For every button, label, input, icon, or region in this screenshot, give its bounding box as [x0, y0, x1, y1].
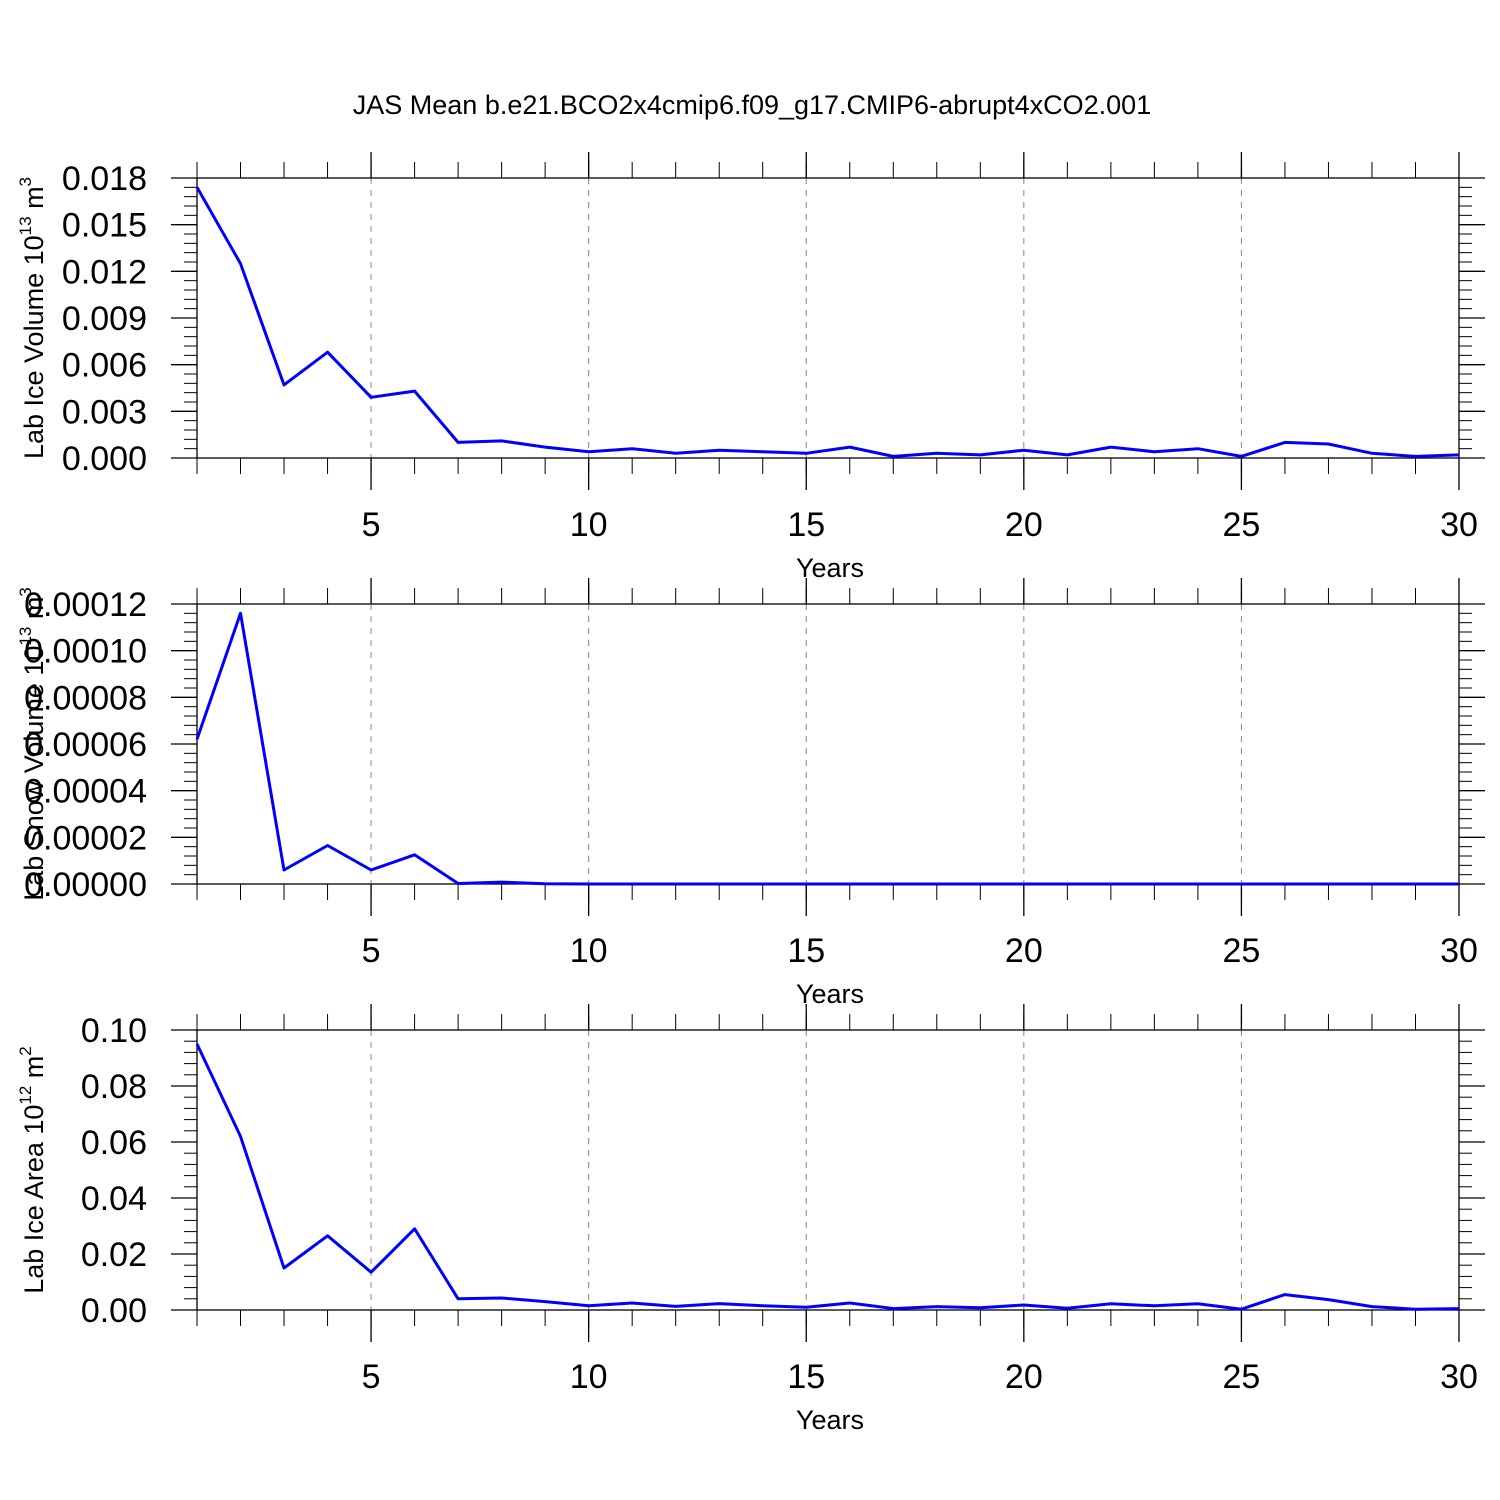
- y-axis-title-unit: m: [19, 597, 49, 627]
- x-tick-label: 5: [362, 932, 381, 970]
- y-axis-title-unit-exp: 2: [16, 1046, 35, 1055]
- x-axis-title: Years: [796, 979, 864, 1009]
- x-tick-label: 30: [1440, 506, 1478, 544]
- chart-panel-2: 5 10 15 20 25 30 0.00000 0.00002 0.00004 0.00006 0…: [16, 578, 1485, 1009]
- series-line: [195, 186, 1460, 458]
- x-tick-label: 15: [787, 932, 825, 970]
- x-tick-label: 30: [1440, 932, 1478, 970]
- x-tick-label: 25: [1222, 1358, 1260, 1396]
- plot-frame: [196, 177, 1460, 459]
- y-axis-title-exp: 13: [16, 627, 35, 646]
- y-tick-label: 0.012: [62, 253, 147, 291]
- plot-frame: [196, 603, 1460, 885]
- x-tick-label: 25: [1222, 506, 1260, 544]
- y-axis-title-base: Lab Ice Volume 10: [19, 235, 49, 459]
- x-tick-label: 10: [570, 1358, 608, 1396]
- y-axis-title-exp: 13: [16, 216, 35, 235]
- y-tick-label: 0.10: [81, 1012, 147, 1050]
- y-tick-label: 0.000: [62, 440, 147, 478]
- y-axis-title-base: Lab Snow Volume 10: [19, 646, 49, 901]
- x-tick-label: 20: [1005, 932, 1043, 970]
- x-tick-label: 5: [362, 1358, 381, 1396]
- y-tick-label: 0.02: [81, 1236, 147, 1274]
- x-tick-label: 10: [570, 932, 608, 970]
- y-axis-title-unit-exp: 3: [16, 587, 35, 596]
- y-axis-title-unit: m: [19, 1056, 49, 1086]
- y-tick-label: 0.009: [62, 300, 147, 338]
- y-tick-label: 0.00008: [24, 679, 147, 717]
- x-tick-label: 10: [570, 506, 608, 544]
- x-axis-title: Years: [796, 553, 864, 583]
- y-tick-label: 0.00000: [24, 866, 147, 904]
- y-tick-label: 0.08: [81, 1068, 147, 1106]
- y-tick-label: 0.00002: [24, 819, 147, 857]
- y-tick-label: 0.00012: [24, 586, 147, 624]
- y-tick-label: 0.003: [62, 393, 147, 431]
- y-tick-label: 0.00006: [24, 726, 147, 764]
- y-tick-label: 0.015: [62, 207, 147, 245]
- y-tick-label: 0.006: [62, 347, 147, 385]
- y-tick-label: 0.06: [81, 1124, 147, 1162]
- y-tick-label: 0.00010: [24, 633, 147, 671]
- chart-panel-3: 5 10 15 20 25 30 0.00 0.02 0.04 0.06 0.08 0.10 Years…: [16, 1004, 1485, 1435]
- x-tick-label: 30: [1440, 1358, 1478, 1396]
- y-tick-label: 0.00004: [24, 773, 147, 811]
- y-tick-label: 0.04: [81, 1180, 147, 1218]
- x-axis-title: Years: [796, 1405, 864, 1435]
- y-tick-label: 0.00: [81, 1292, 147, 1330]
- y-axis-title-unit-exp: 3: [16, 177, 35, 186]
- y-axis-title: Lab Ice Area 1012 m2: [16, 1046, 49, 1294]
- y-tick-label: 0.018: [62, 160, 147, 198]
- figure-title: JAS Mean b.e21.BCO2x4cmip6.f09_g17.CMIP6…: [353, 90, 1151, 120]
- x-tick-label: 15: [787, 1358, 825, 1396]
- chart-panel-1: 5 10 15 20 25 30 0.000 0.003 0.006 0.009 0.012 0.01…: [16, 152, 1485, 583]
- x-tick-label: 15: [787, 506, 825, 544]
- series-line: [195, 1043, 1460, 1311]
- y-axis-title: Lab Ice Volume 1013 m3: [16, 177, 49, 459]
- series-line: [195, 611, 1459, 886]
- y-axis-title-base: Lab Ice Area 10: [19, 1105, 49, 1294]
- plot-frame: [196, 1029, 1460, 1311]
- x-tick-label: 25: [1222, 932, 1260, 970]
- x-tick-label: 20: [1005, 1358, 1043, 1396]
- x-tick-label: 20: [1005, 506, 1043, 544]
- y-axis-title: Lab Snow Volume 1013 m3: [16, 587, 49, 901]
- y-axis-title-exp: 12: [16, 1086, 35, 1105]
- x-tick-label: 5: [362, 506, 381, 544]
- panels: 5 10 15 20 25 300.0000.0030.0060.0090.0120.01…: [16, 152, 1485, 1435]
- y-axis-title-unit: m: [19, 186, 49, 216]
